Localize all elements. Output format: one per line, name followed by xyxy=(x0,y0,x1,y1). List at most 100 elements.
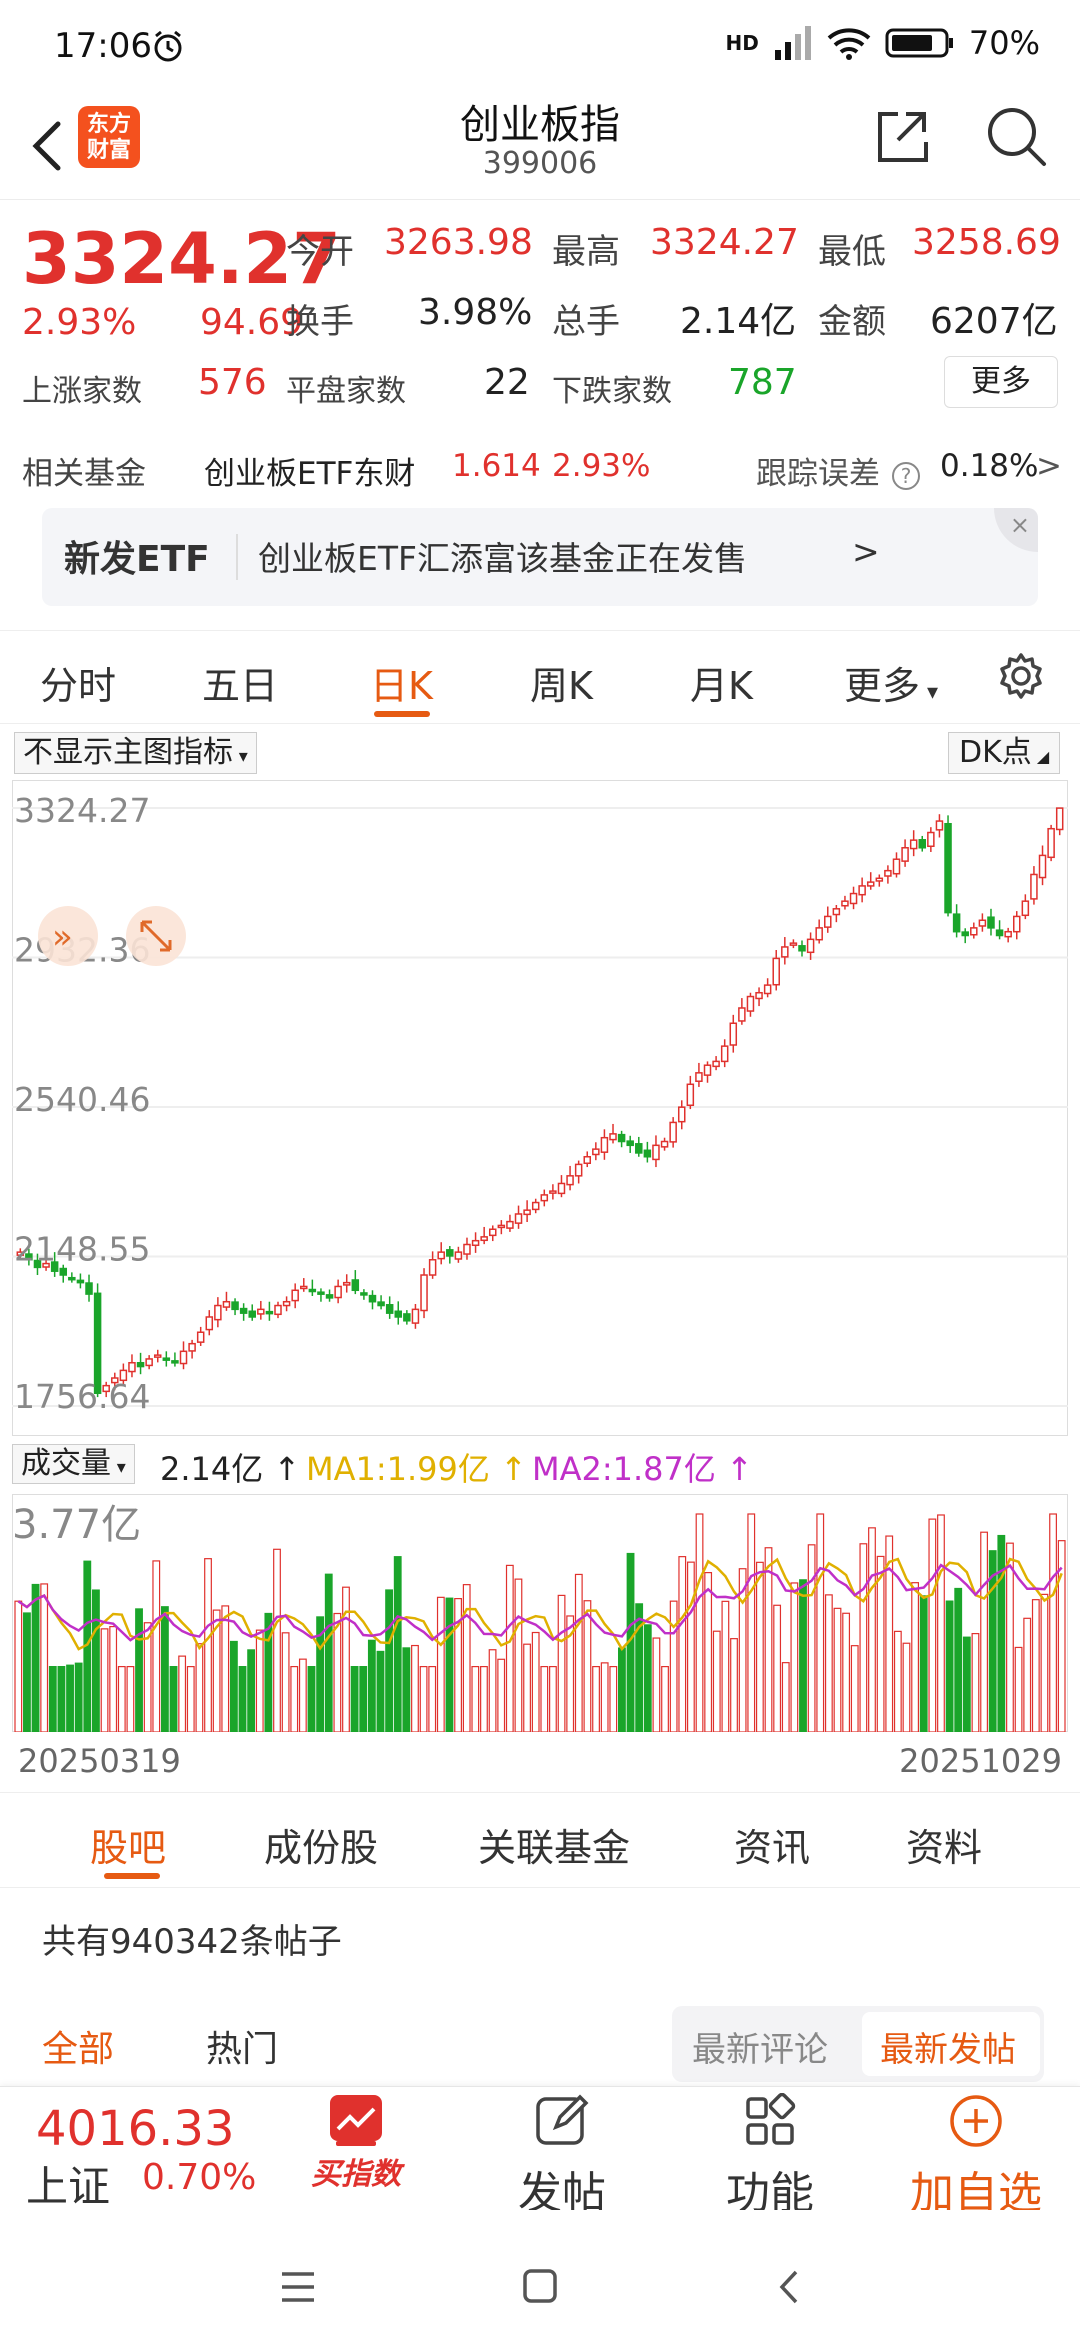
up-value: 576 xyxy=(198,362,267,403)
back-nav-icon[interactable] xyxy=(774,2268,804,2306)
collapse-button[interactable]: » xyxy=(38,906,98,966)
tab-constituents[interactable]: 成份股 xyxy=(264,1817,378,1872)
volume-bar xyxy=(757,1562,764,1732)
volume-bar xyxy=(722,1601,729,1732)
dk-point-button[interactable]: DK点 ◢ xyxy=(948,732,1060,774)
candle xyxy=(181,1341,187,1369)
filter-hot[interactable]: 热门 xyxy=(206,2020,278,2072)
candle xyxy=(670,1117,676,1148)
candle xyxy=(223,1292,229,1311)
post-filter-row: 全部 热门 最新评论 最新发帖 xyxy=(0,2000,1080,2090)
candle xyxy=(988,909,994,936)
volume-bar xyxy=(41,1584,48,1732)
main-indicator-select[interactable]: 不显示主图指标 ▾ xyxy=(14,732,257,774)
share-icon[interactable] xyxy=(872,106,932,166)
gear-icon[interactable] xyxy=(996,651,1046,701)
volume-bar xyxy=(403,1648,410,1732)
volume-dropdown-icon: ▾ xyxy=(111,1457,126,1478)
new-etf-banner[interactable]: 新发ETF 创业板ETF汇添富该基金正在发售 > × xyxy=(42,508,1038,606)
candle xyxy=(722,1039,728,1067)
volume-bar xyxy=(558,1595,565,1732)
tab-guba[interactable]: 股吧 xyxy=(90,1817,166,1872)
tab-related-funds[interactable]: 关联基金 xyxy=(478,1817,630,1872)
sort-latest-comment[interactable]: 最新评论 xyxy=(692,2022,828,2071)
volume-bar xyxy=(610,1667,617,1732)
tab-five-day[interactable]: 五日 xyxy=(202,655,278,710)
volume-bar xyxy=(782,1663,789,1732)
home-icon[interactable] xyxy=(522,2268,558,2304)
system-nav-bar xyxy=(0,2210,1080,2340)
candle xyxy=(756,987,762,1006)
filter-all[interactable]: 全部 xyxy=(42,2020,114,2072)
volume-bar xyxy=(127,1667,134,1732)
candle xyxy=(876,874,882,886)
bottom-toolbar: 4016.33 上证 0.70% 买指数 发帖 功能 加自选 xyxy=(0,2086,1080,2210)
volume-bar xyxy=(826,1595,833,1732)
tab-daily-k[interactable]: 日K xyxy=(370,655,433,710)
status-bar: 17:06 HD 70% xyxy=(0,0,1080,96)
related-fund-row[interactable]: 相关基金 创业板ETF东财 1.614 2.93% 跟踪误差 ? 0.18% > xyxy=(0,438,1080,498)
candle xyxy=(455,1247,461,1263)
volume-bar xyxy=(679,1557,686,1732)
post-count: 共有940342条帖子 xyxy=(42,1914,342,1963)
volume-bar xyxy=(644,1625,651,1732)
volume-bar xyxy=(972,1634,979,1732)
add-watchlist-button[interactable]: 加自选 xyxy=(906,2093,1046,2221)
banner-tag: 新发ETF xyxy=(64,530,210,582)
candle xyxy=(747,993,753,1017)
volume-chart[interactable]: 3.77亿 xyxy=(12,1494,1068,1732)
candle xyxy=(275,1302,281,1318)
volume-bar xyxy=(463,1585,470,1732)
sh-name: 上证 xyxy=(26,2153,110,2214)
candle xyxy=(679,1100,685,1129)
menu-icon[interactable] xyxy=(278,2270,318,2304)
volume-select[interactable]: 成交量 ▾ xyxy=(12,1444,135,1484)
candle xyxy=(601,1129,607,1160)
volume-bar xyxy=(429,1667,436,1732)
up-label: 上涨家数 xyxy=(22,366,142,410)
volume-bar xyxy=(498,1659,505,1732)
volume-bar xyxy=(1050,1514,1057,1732)
turnover-label: 换手 xyxy=(286,294,354,343)
candle xyxy=(86,1275,92,1302)
candle xyxy=(842,896,848,910)
post-button[interactable]: 发帖 xyxy=(492,2093,632,2221)
candle xyxy=(189,1340,195,1359)
candle xyxy=(705,1061,711,1082)
tab-weekly-k[interactable]: 周K xyxy=(530,655,593,710)
volume-bar xyxy=(929,1519,936,1732)
candle xyxy=(77,1273,83,1288)
buy-index-button[interactable]: 买指数 xyxy=(286,2093,426,2193)
search-icon[interactable] xyxy=(984,104,1048,168)
tab-more[interactable]: 更多 ▾ xyxy=(844,655,938,710)
fund-name[interactable]: 创业板ETF东财 xyxy=(204,448,415,493)
turnover-value: 3.98% xyxy=(418,292,532,333)
wifi-icon xyxy=(827,26,871,60)
expand-icon[interactable] xyxy=(126,906,186,966)
volume-bar xyxy=(265,1613,272,1732)
tab-news[interactable]: 资讯 xyxy=(734,1817,810,1872)
volume-bar xyxy=(308,1667,315,1732)
volume-bar xyxy=(843,1613,850,1732)
sort-latest-post[interactable]: 最新发帖 xyxy=(880,2022,1016,2071)
candle xyxy=(344,1274,350,1292)
candle xyxy=(962,928,968,943)
close-icon[interactable]: × xyxy=(994,508,1038,552)
tab-monthly-k[interactable]: 月K xyxy=(690,655,753,710)
candle xyxy=(885,865,891,883)
ma1-text: MA1:1.99亿 ↑ xyxy=(306,1444,527,1490)
candle xyxy=(421,1268,427,1318)
more-quote-button[interactable]: 更多 xyxy=(944,356,1058,408)
candle xyxy=(232,1298,238,1315)
indicator-dropdown-icon: ▾ xyxy=(233,746,248,767)
plus-circle-icon xyxy=(948,2093,1004,2149)
candle xyxy=(790,939,796,948)
tab-profile[interactable]: 资料 xyxy=(906,1817,982,1872)
sh-price: 4016.33 xyxy=(36,2101,235,2157)
tab-intraday[interactable]: 分时 xyxy=(40,655,116,710)
candle xyxy=(163,1351,169,1366)
volume-bar xyxy=(162,1607,169,1732)
chevron-down-icon: ▾ xyxy=(920,680,938,705)
function-button[interactable]: 功能 xyxy=(700,2093,840,2221)
